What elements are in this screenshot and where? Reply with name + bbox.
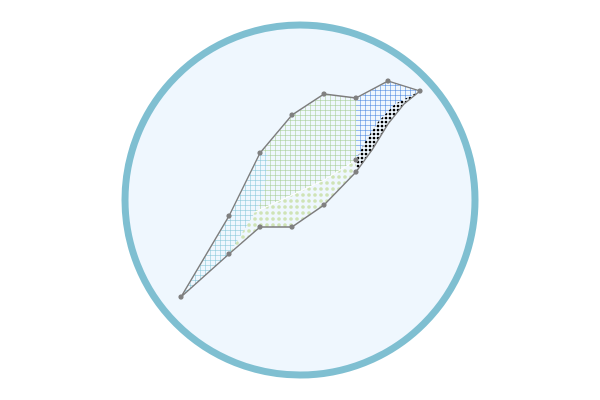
vertex-dot <box>321 91 327 97</box>
vertex-dot <box>226 213 232 219</box>
badge-shape <box>178 78 423 300</box>
vertex-dot <box>417 88 423 94</box>
pale-dotted-region <box>229 160 356 254</box>
vertex-dot <box>289 224 295 230</box>
divider-line <box>254 159 357 213</box>
vertex-dot <box>178 294 184 300</box>
vertex-dot <box>353 95 359 101</box>
vertex-dot <box>353 157 359 163</box>
blue-grid-region <box>356 81 420 160</box>
vertex-dots <box>178 78 423 300</box>
green-grid-region <box>255 94 356 212</box>
badge-outline <box>180 80 421 298</box>
vertex-dot <box>353 169 359 175</box>
vertex-dot <box>321 202 327 208</box>
vertex-dot <box>226 251 232 257</box>
vertex-dot <box>385 78 391 84</box>
vertex-dot <box>257 224 263 230</box>
vertex-dot <box>289 112 295 118</box>
badge-ring <box>121 21 479 379</box>
vertex-dot <box>257 150 263 156</box>
